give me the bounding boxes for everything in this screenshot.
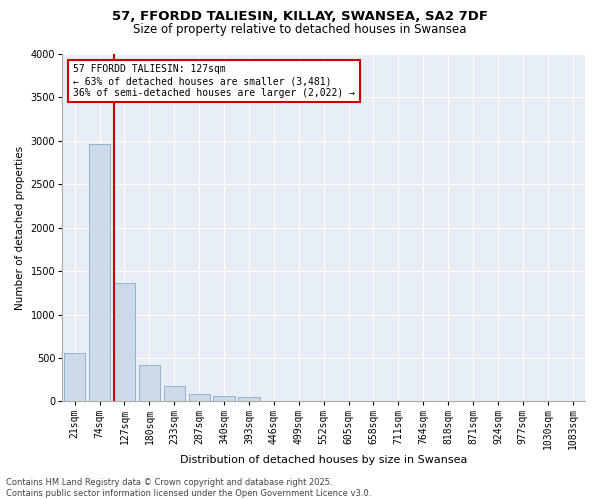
Text: 57 FFORDD TALIESIN: 127sqm
← 63% of detached houses are smaller (3,481)
36% of s: 57 FFORDD TALIESIN: 127sqm ← 63% of deta…	[73, 64, 355, 98]
Y-axis label: Number of detached properties: Number of detached properties	[15, 146, 25, 310]
Bar	[238, 398, 260, 402]
Text: Size of property relative to detached houses in Swansea: Size of property relative to detached ho…	[133, 22, 467, 36]
Bar	[164, 386, 185, 402]
Bar	[188, 394, 210, 402]
Bar	[114, 284, 135, 402]
Text: Contains HM Land Registry data © Crown copyright and database right 2025.
Contai: Contains HM Land Registry data © Crown c…	[6, 478, 371, 498]
Bar	[64, 352, 85, 402]
Bar	[139, 365, 160, 402]
Bar	[89, 144, 110, 402]
X-axis label: Distribution of detached houses by size in Swansea: Distribution of detached houses by size …	[180, 455, 467, 465]
Bar	[214, 396, 235, 402]
Text: 57, FFORDD TALIESIN, KILLAY, SWANSEA, SA2 7DF: 57, FFORDD TALIESIN, KILLAY, SWANSEA, SA…	[112, 10, 488, 23]
